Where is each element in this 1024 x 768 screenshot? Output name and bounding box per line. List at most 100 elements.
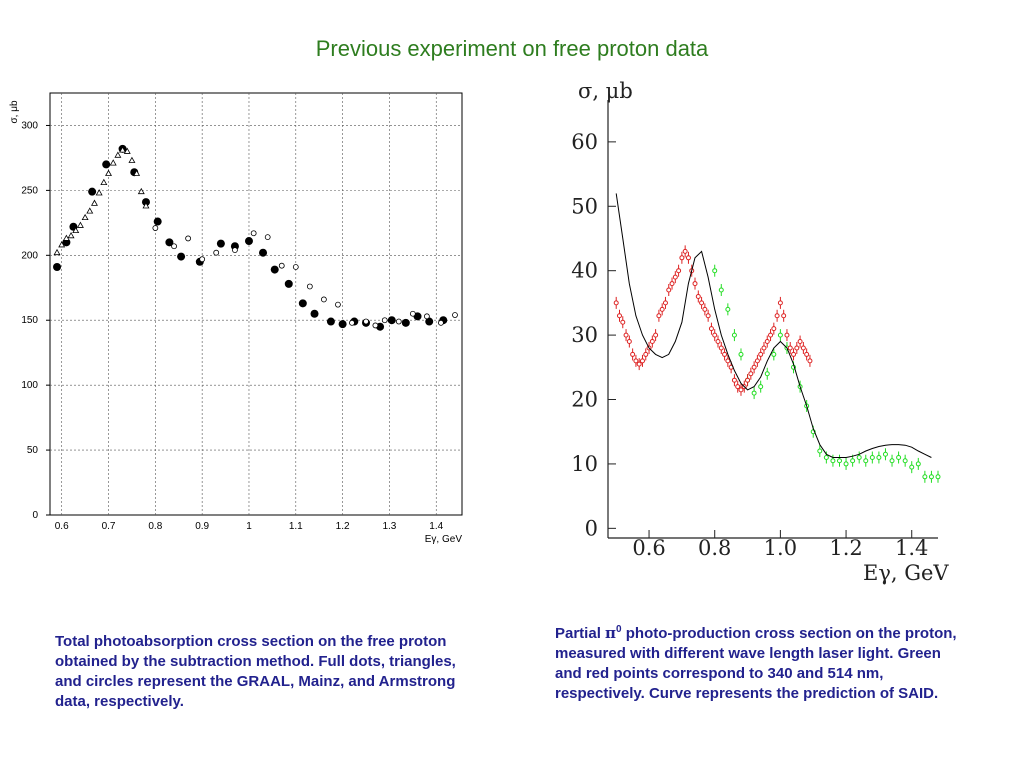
green-data-point — [823, 451, 829, 464]
armstrong-data-point — [395, 318, 402, 325]
y-tick-label: 150 — [21, 315, 38, 326]
point-marker — [708, 326, 714, 332]
mainz-data-point — [86, 207, 94, 214]
red-data-point — [774, 309, 780, 322]
mainz-data-point — [72, 226, 80, 234]
red-data-point — [669, 277, 675, 290]
green-data-point — [725, 303, 731, 316]
y-tick-label: 250 — [21, 185, 38, 196]
mainz-data-point — [142, 202, 150, 209]
point-marker — [715, 339, 721, 345]
graal-data-point — [387, 316, 396, 325]
x-tick-label: 1.0 — [764, 536, 797, 560]
right-y-axis-label: σ, μb — [578, 79, 633, 103]
point-marker — [630, 351, 636, 357]
red-data-point — [708, 322, 714, 335]
point-marker — [718, 345, 724, 351]
graal-data-point — [326, 317, 335, 326]
green-data-point — [882, 448, 888, 461]
armstrong-data-point — [381, 317, 388, 324]
graal-data-point — [259, 248, 268, 257]
green-data-point — [836, 454, 842, 467]
armstrong-data-point — [320, 296, 327, 303]
point-marker — [653, 332, 659, 338]
point-marker — [830, 458, 836, 464]
point-marker — [725, 306, 731, 312]
said-prediction-curve — [615, 193, 932, 458]
x-tick-label: 0.6 — [632, 536, 665, 560]
point-marker — [754, 358, 760, 364]
point-marker — [882, 451, 888, 457]
point-marker — [817, 448, 823, 454]
point-marker — [777, 300, 783, 306]
point-marker — [915, 461, 921, 467]
point-marker — [699, 300, 705, 306]
green-data-point — [830, 454, 836, 467]
point-marker — [768, 332, 774, 338]
armstrong-data-point — [292, 264, 299, 270]
point-marker — [758, 384, 764, 390]
armstrong-data-point — [335, 301, 341, 308]
green-data-point — [718, 284, 724, 297]
red-data-point — [659, 303, 665, 316]
green-data-point — [751, 387, 757, 400]
point-marker — [764, 339, 770, 345]
point-marker — [702, 306, 708, 312]
red-data-point — [794, 341, 800, 354]
mainz-data-point — [123, 147, 131, 154]
green-data-point — [902, 454, 908, 467]
point-marker — [928, 474, 934, 480]
graal-data-point — [102, 160, 111, 169]
point-marker — [616, 313, 622, 319]
red-data-point — [807, 354, 813, 367]
graal-data-point — [88, 187, 97, 196]
point-marker — [794, 345, 800, 351]
mainz-data-point — [100, 178, 108, 185]
point-marker — [784, 332, 790, 338]
red-data-point — [643, 348, 649, 361]
left-chart-caption: Total photoabsorption cross section on t… — [55, 633, 456, 710]
red-data-point — [800, 341, 806, 354]
green-data-point — [928, 470, 934, 483]
green-data-point — [797, 380, 803, 393]
red-data-point — [787, 341, 793, 354]
point-marker — [705, 313, 711, 319]
point-marker — [843, 461, 849, 467]
pi0-photoproduction-chart: 0 10 20 30 40 50 60 0.6 0.8 1.0 1.2 1.4 σ, μb Eγ, G… — [571, 79, 949, 585]
point-marker — [669, 281, 675, 287]
red-data-point — [771, 322, 777, 335]
point-marker — [781, 313, 787, 319]
point-marker — [764, 371, 770, 377]
armstrong-data-point — [264, 234, 271, 241]
caption-rest: photo-production cross section on the pr… — [555, 625, 957, 702]
point-marker — [777, 332, 783, 338]
green-data-point — [863, 454, 869, 467]
green-data-point — [915, 457, 921, 470]
point-marker — [745, 377, 751, 383]
red-data-point — [768, 329, 774, 342]
green-data-point — [909, 461, 915, 474]
armstrong-data-point — [152, 225, 159, 231]
point-marker — [682, 248, 688, 254]
graal-data-point — [284, 279, 293, 288]
x-tick-label: 1.3 — [382, 521, 396, 532]
x-tick-label: 1.4 — [429, 521, 443, 532]
caption-prefix: Partial — [555, 625, 606, 642]
armstrong-data-point — [213, 249, 220, 256]
point-marker — [751, 364, 757, 370]
armstrong-data-point — [423, 313, 430, 320]
graal-data-point — [425, 317, 434, 326]
point-marker — [672, 274, 678, 280]
point-marker — [797, 339, 803, 345]
point-marker — [676, 268, 682, 274]
armstrong-data-point — [250, 230, 257, 237]
armstrong-data-point — [452, 312, 458, 318]
point-marker — [751, 390, 757, 396]
green-data-point — [876, 451, 882, 464]
point-marker — [639, 358, 645, 364]
red-data-point — [715, 335, 721, 348]
mainz-data-point — [128, 156, 136, 163]
point-marker — [787, 345, 793, 351]
red-data-point — [676, 264, 682, 277]
red-data-point — [672, 271, 678, 284]
